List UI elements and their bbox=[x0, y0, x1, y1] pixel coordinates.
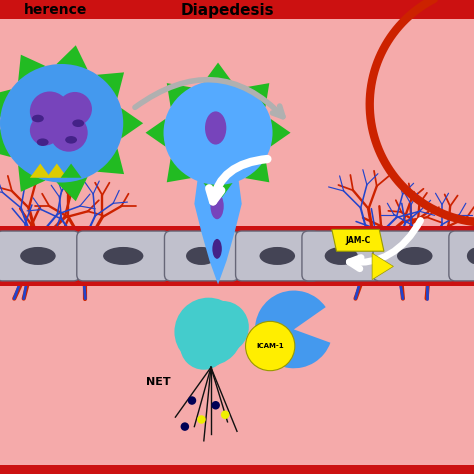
Polygon shape bbox=[97, 73, 124, 98]
Polygon shape bbox=[146, 119, 165, 146]
Circle shape bbox=[48, 108, 75, 134]
Polygon shape bbox=[18, 165, 46, 192]
Polygon shape bbox=[167, 83, 191, 107]
Polygon shape bbox=[203, 63, 233, 82]
Circle shape bbox=[221, 410, 229, 419]
Polygon shape bbox=[56, 46, 88, 70]
Circle shape bbox=[50, 114, 88, 152]
Ellipse shape bbox=[212, 239, 222, 259]
Ellipse shape bbox=[65, 136, 77, 144]
Polygon shape bbox=[30, 164, 51, 178]
Polygon shape bbox=[61, 164, 82, 178]
Ellipse shape bbox=[0, 64, 123, 182]
Circle shape bbox=[246, 321, 295, 371]
Polygon shape bbox=[245, 83, 269, 107]
Ellipse shape bbox=[325, 247, 358, 265]
Text: Diapedesis: Diapedesis bbox=[181, 3, 274, 18]
FancyBboxPatch shape bbox=[236, 231, 319, 281]
Circle shape bbox=[174, 298, 243, 366]
Polygon shape bbox=[46, 164, 67, 178]
Circle shape bbox=[180, 322, 228, 370]
Polygon shape bbox=[0, 128, 11, 157]
Polygon shape bbox=[121, 108, 143, 138]
FancyBboxPatch shape bbox=[302, 231, 381, 281]
Ellipse shape bbox=[103, 247, 143, 265]
Bar bbox=[0, 277, 474, 286]
Polygon shape bbox=[0, 89, 11, 118]
Ellipse shape bbox=[164, 81, 273, 185]
FancyBboxPatch shape bbox=[164, 231, 238, 281]
Polygon shape bbox=[271, 119, 291, 146]
Polygon shape bbox=[203, 183, 233, 203]
Ellipse shape bbox=[260, 247, 295, 265]
Polygon shape bbox=[18, 55, 46, 81]
Circle shape bbox=[197, 415, 206, 424]
Ellipse shape bbox=[32, 115, 44, 122]
Circle shape bbox=[58, 92, 92, 126]
FancyBboxPatch shape bbox=[0, 231, 80, 281]
Ellipse shape bbox=[210, 193, 224, 219]
Circle shape bbox=[30, 115, 60, 146]
Bar bbox=[0, 0, 474, 19]
Polygon shape bbox=[97, 148, 124, 174]
Ellipse shape bbox=[186, 247, 217, 265]
Polygon shape bbox=[194, 175, 242, 284]
Text: herence: herence bbox=[24, 3, 87, 18]
Circle shape bbox=[181, 422, 189, 431]
FancyBboxPatch shape bbox=[77, 231, 170, 281]
Polygon shape bbox=[372, 253, 393, 280]
Circle shape bbox=[188, 396, 196, 405]
Text: JAM-C: JAM-C bbox=[345, 236, 371, 245]
Circle shape bbox=[211, 401, 220, 410]
Circle shape bbox=[30, 91, 70, 131]
Polygon shape bbox=[56, 177, 88, 201]
Polygon shape bbox=[245, 158, 269, 182]
Wedge shape bbox=[255, 291, 330, 368]
Ellipse shape bbox=[72, 119, 84, 127]
FancyBboxPatch shape bbox=[373, 231, 456, 281]
Text: NET: NET bbox=[146, 376, 171, 387]
Ellipse shape bbox=[205, 111, 227, 145]
Circle shape bbox=[197, 301, 249, 353]
Bar bbox=[0, 465, 474, 474]
Polygon shape bbox=[167, 158, 191, 182]
Ellipse shape bbox=[467, 247, 474, 265]
Ellipse shape bbox=[20, 247, 56, 265]
FancyBboxPatch shape bbox=[449, 231, 474, 281]
Polygon shape bbox=[332, 229, 384, 251]
Text: ICAM-1: ICAM-1 bbox=[256, 343, 284, 349]
Bar bbox=[0, 226, 474, 235]
Ellipse shape bbox=[397, 247, 432, 265]
Ellipse shape bbox=[36, 138, 49, 146]
